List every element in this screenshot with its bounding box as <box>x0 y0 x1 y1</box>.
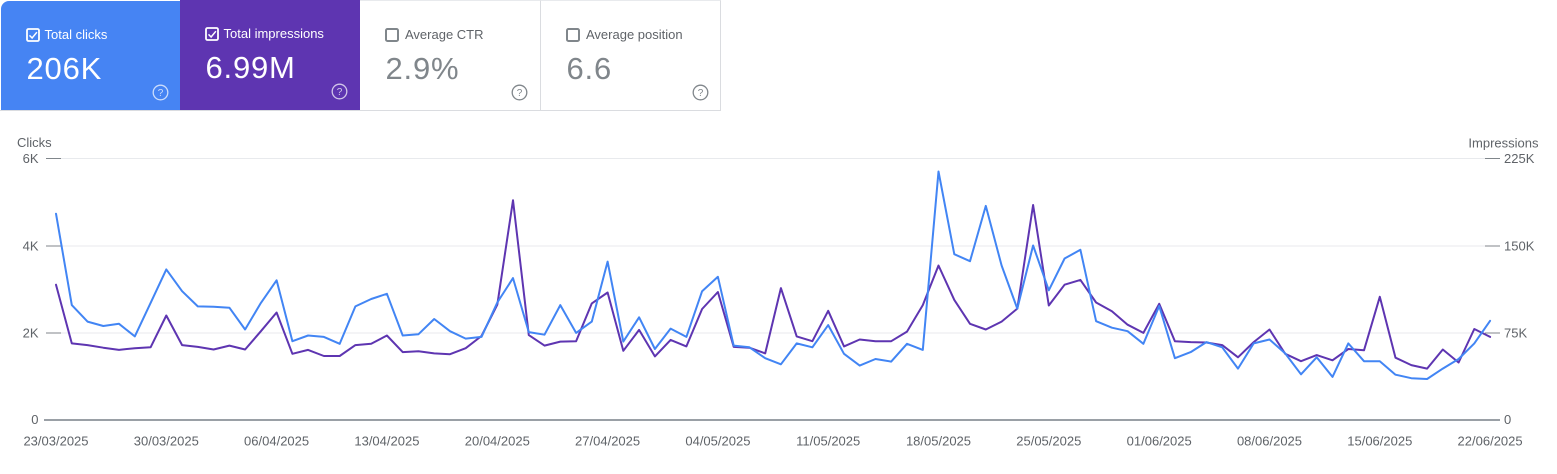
svg-text:?: ? <box>517 88 523 99</box>
svg-text:08/06/2025: 08/06/2025 <box>1237 434 1302 449</box>
svg-text:23/03/2025: 23/03/2025 <box>23 434 88 449</box>
svg-text:13/04/2025: 13/04/2025 <box>354 434 419 449</box>
svg-text:25/05/2025: 25/05/2025 <box>1016 434 1081 449</box>
svg-text:30/03/2025: 30/03/2025 <box>134 434 199 449</box>
svg-text:150K: 150K <box>1504 239 1535 254</box>
svg-text:04/05/2025: 04/05/2025 <box>685 434 750 449</box>
svg-text:0: 0 <box>1504 412 1511 427</box>
svg-text:2K: 2K <box>23 326 39 341</box>
svg-text:?: ? <box>698 88 704 99</box>
svg-text:22/06/2025: 22/06/2025 <box>1458 434 1523 449</box>
svg-text:11/05/2025: 11/05/2025 <box>796 434 860 449</box>
svg-text:?: ? <box>158 88 164 99</box>
svg-text:06/04/2025: 06/04/2025 <box>244 434 309 449</box>
svg-text:Clicks: Clicks <box>17 135 52 150</box>
svg-text:?: ? <box>337 87 343 98</box>
svg-text:4K: 4K <box>23 239 39 254</box>
svg-text:225K: 225K <box>1504 151 1535 166</box>
svg-text:20/04/2025: 20/04/2025 <box>465 434 530 449</box>
svg-text:6K: 6K <box>23 151 39 166</box>
svg-text:0: 0 <box>31 412 38 427</box>
svg-text:01/06/2025: 01/06/2025 <box>1127 434 1192 449</box>
svg-text:Impressions: Impressions <box>1468 136 1539 151</box>
svg-text:27/04/2025: 27/04/2025 <box>575 434 640 449</box>
svg-text:75K: 75K <box>1504 326 1527 341</box>
svg-text:15/06/2025: 15/06/2025 <box>1347 434 1412 449</box>
svg-text:18/05/2025: 18/05/2025 <box>906 434 971 449</box>
